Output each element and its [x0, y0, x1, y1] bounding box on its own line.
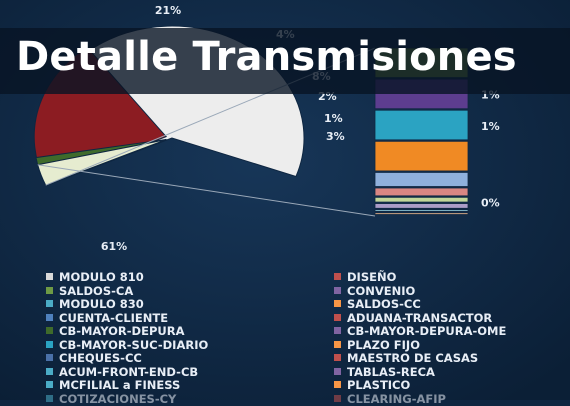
legend-item-cb-mayor-depura: CB-MAYOR-DEPURA	[46, 324, 184, 338]
legend-label: SALDOS-CA	[59, 283, 134, 298]
bar-label-cb-mayor-suc-diario: 1%	[481, 120, 500, 133]
legend-swatch	[334, 367, 341, 375]
bar-segment-cb-mayor-suc-diario	[374, 109, 469, 141]
legend: MODULO 810 SALDOS-CA MODULO 830 CUENTA-CLIE…	[46, 270, 556, 406]
legend-swatch	[334, 394, 341, 402]
legend-swatch	[46, 394, 53, 402]
legend-item-plastico: PLASTICO	[334, 378, 410, 392]
legend-label: CB-MAYOR-DEPURA	[59, 324, 185, 338]
legend-label: DISEÑO	[347, 270, 397, 284]
legend-swatch	[334, 354, 341, 361]
legend-item-tablas-reca: TABLAS-RECA	[334, 365, 435, 379]
legend-label: ACUM-FRONT-END-CB	[59, 364, 199, 379]
pie-label-dise-o: 21%	[155, 4, 181, 17]
legend-swatch	[46, 367, 53, 375]
legend-item-modulo-830: MODULO 830	[46, 297, 144, 311]
legend-swatch	[334, 340, 341, 348]
legend-label: MODULO 830	[59, 297, 144, 311]
legend-label: SALDOS-CC	[347, 297, 421, 311]
legend-item-cotizaciones-cy: COTIZACIONES-CY	[46, 392, 176, 406]
legend-swatch	[334, 300, 341, 307]
legend-swatch	[46, 340, 53, 348]
legend-label: ADUANA-TRANSACTOR	[347, 310, 493, 325]
legend-item-acum-front-end-cb: ACUM-FRONT-END-CB	[46, 365, 198, 379]
legend-label: MODULO 810	[59, 270, 144, 284]
legend-item-saldos-cc: SALDOS-CC	[334, 297, 421, 311]
bar-segment-mcfilial-a-finess	[374, 209, 469, 212]
legend-swatch	[334, 273, 341, 280]
bar-segment-cheques-cc	[374, 172, 469, 187]
legend-item-dise-o: DISEÑO	[334, 270, 396, 284]
bar-segment-maestro-de-casas	[374, 187, 469, 197]
bar-label-acum-front-end-cb: 0%	[481, 196, 500, 209]
bar-segment-acum-front-end-cb	[374, 196, 469, 203]
legend-label: CONVENIO	[347, 283, 416, 298]
pie-label-modulo-810: 61%	[101, 240, 127, 253]
legend-item-clearing-afip: CLEARING-AFIP	[334, 392, 446, 406]
legend-item-cuenta-cliente: CUENTA-CLIENTE	[46, 311, 168, 325]
bar-segment-plastico	[374, 212, 469, 215]
legend-swatch	[46, 327, 53, 334]
legend-item-mcfilial-a-finess: MCFILIAL a FINESS	[46, 378, 180, 392]
legend-label: CUENTA-CLIENTE	[59, 310, 169, 325]
legend-item-plazo-fijo: PLAZO FIJO	[334, 338, 420, 352]
legend-item-modulo-810: MODULO 810	[46, 270, 144, 284]
legend-item-convenio: CONVENIO	[334, 284, 415, 298]
legend-label: CLEARING-AFIP	[347, 391, 446, 406]
legend-item-saldos-ca: SALDOS-CA	[46, 284, 133, 298]
bar-segment-plazo-fijo	[374, 140, 469, 172]
legend-label: MAESTRO DE CASAS	[347, 351, 479, 365]
legend-label: CB-MAYOR-DEPURA-OME	[347, 324, 507, 338]
legend-swatch	[46, 313, 53, 321]
legend-swatch	[334, 313, 341, 321]
legend-label: COTIZACIONES-CY	[59, 391, 177, 406]
legend-item-maestro-de-casas: MAESTRO DE CASAS	[334, 351, 478, 365]
legend-label: CB-MAYOR-SUC-DIARIO	[59, 337, 209, 352]
legend-item-cb-mayor-depura-ome: CB-MAYOR-DEPURA-OME	[334, 324, 506, 338]
legend-swatch	[334, 327, 341, 334]
legend-label: CHEQUES-CC	[59, 351, 142, 365]
bar-segment-tablas-reca	[374, 203, 469, 209]
pie-label-otros: 3%	[326, 130, 345, 143]
connector-line-bottom	[37, 164, 376, 217]
legend-swatch	[334, 286, 341, 294]
legend-swatch	[334, 381, 341, 388]
legend-swatch	[46, 273, 53, 280]
legend-label: MCFILIAL a FINESS	[59, 378, 181, 392]
pie-label-cuenta-cliente: 1%	[324, 112, 343, 125]
legend-item-cb-mayor-suc-diario: CB-MAYOR-SUC-DIARIO	[46, 338, 208, 352]
legend-label: PLASTICO	[347, 378, 411, 392]
legend-swatch	[46, 300, 53, 307]
legend-label: PLAZO FIJO	[347, 337, 420, 352]
legend-item-cheques-cc: CHEQUES-CC	[46, 351, 142, 365]
legend-swatch	[46, 381, 53, 388]
legend-swatch	[46, 354, 53, 361]
page-title: Detalle Transmisiones	[16, 34, 517, 80]
legend-label: TABLAS-RECA	[347, 364, 435, 379]
legend-swatch	[46, 286, 53, 294]
legend-item-aduana-transactor: ADUANA-TRANSACTOR	[334, 311, 492, 325]
title-band	[0, 28, 570, 94]
